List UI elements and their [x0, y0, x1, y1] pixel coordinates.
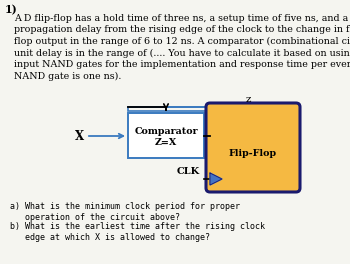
Text: CLK: CLK — [176, 167, 200, 176]
Bar — [128, 113, 204, 158]
Text: A D flip-flop has a hold time of three ns, a setup time of five ns, and a
propag: A D flip-flop has a hold time of three n… — [14, 14, 350, 81]
Text: a) What is the minimum clock period for proper
   operation of the circuit above: a) What is the minimum clock period for … — [10, 202, 240, 222]
Polygon shape — [210, 173, 222, 185]
Text: Comparator: Comparator — [134, 127, 198, 136]
Text: z: z — [245, 95, 251, 104]
FancyBboxPatch shape — [206, 103, 300, 192]
Bar — [128, 107, 296, 111]
Text: X: X — [75, 130, 84, 143]
Text: Flip-Flop: Flip-Flop — [229, 149, 277, 158]
Text: Z=X: Z=X — [155, 138, 177, 147]
Text: 1): 1) — [5, 4, 18, 15]
Text: b) What is the earliest time after the rising clock
   edge at which X is allowe: b) What is the earliest time after the r… — [10, 222, 265, 242]
